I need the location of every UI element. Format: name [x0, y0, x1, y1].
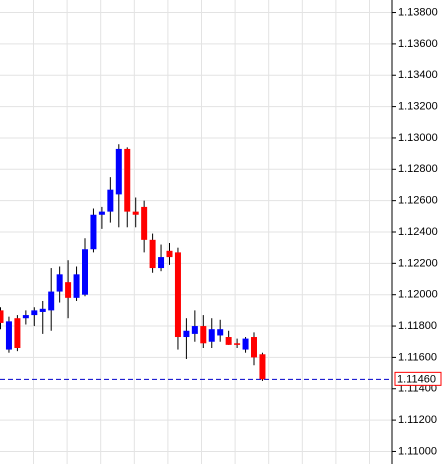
candle-body [166, 250, 173, 258]
candle-body [48, 291, 55, 311]
candle-body [217, 329, 224, 336]
candle-body [22, 315, 29, 319]
y-tick-label: 1.12400 [398, 226, 438, 238]
y-tick-label: 1.11600 [398, 351, 437, 363]
y-tick-label: 1.11800 [398, 320, 437, 332]
candle-body [107, 189, 114, 212]
y-tick-label: 1.13000 [398, 132, 438, 144]
candle-body [98, 211, 105, 215]
candle-body [191, 326, 198, 334]
last-price-label: 1.11460 [397, 373, 436, 385]
candle-body [90, 214, 97, 250]
candle-body [259, 354, 266, 380]
candle-body [208, 329, 215, 342]
y-tick-label: 1.12000 [398, 289, 438, 301]
y-tick-label: 1.13600 [398, 38, 438, 50]
candle-body [0, 310, 4, 323]
candle-body [5, 321, 12, 350]
y-tick-label: 1.12800 [398, 163, 438, 175]
candle-body [56, 274, 63, 292]
candle-body [132, 211, 139, 215]
candle-body [234, 343, 241, 345]
candle-body [31, 310, 38, 316]
candle-body [174, 252, 181, 338]
candle-body [14, 318, 21, 348]
candle-body [251, 337, 257, 358]
candle-body [158, 257, 165, 269]
candle-body [73, 274, 80, 298]
y-tick-label: 1.13800 [398, 6, 438, 18]
candle-body [183, 330, 190, 338]
y-tick-label: 1.13400 [398, 69, 438, 81]
candle-body [82, 249, 88, 295]
y-tick-label: 1.13200 [398, 101, 438, 113]
candle-body [225, 337, 232, 345]
candle-body [149, 239, 156, 269]
last-price-box [394, 371, 442, 386]
candle-body [200, 326, 207, 344]
candle-body [242, 338, 249, 350]
y-tick-label: 1.12200 [398, 257, 438, 269]
y-tick-label: 1.12600 [398, 195, 438, 207]
candle-body [39, 308, 46, 312]
y-tick-label: 1.11200 [398, 414, 437, 426]
candle-body [141, 206, 148, 240]
y-tick-label: 1.11000 [398, 445, 437, 457]
candle-body [124, 148, 131, 212]
candle-body [65, 282, 72, 298]
candle-body [115, 148, 122, 195]
